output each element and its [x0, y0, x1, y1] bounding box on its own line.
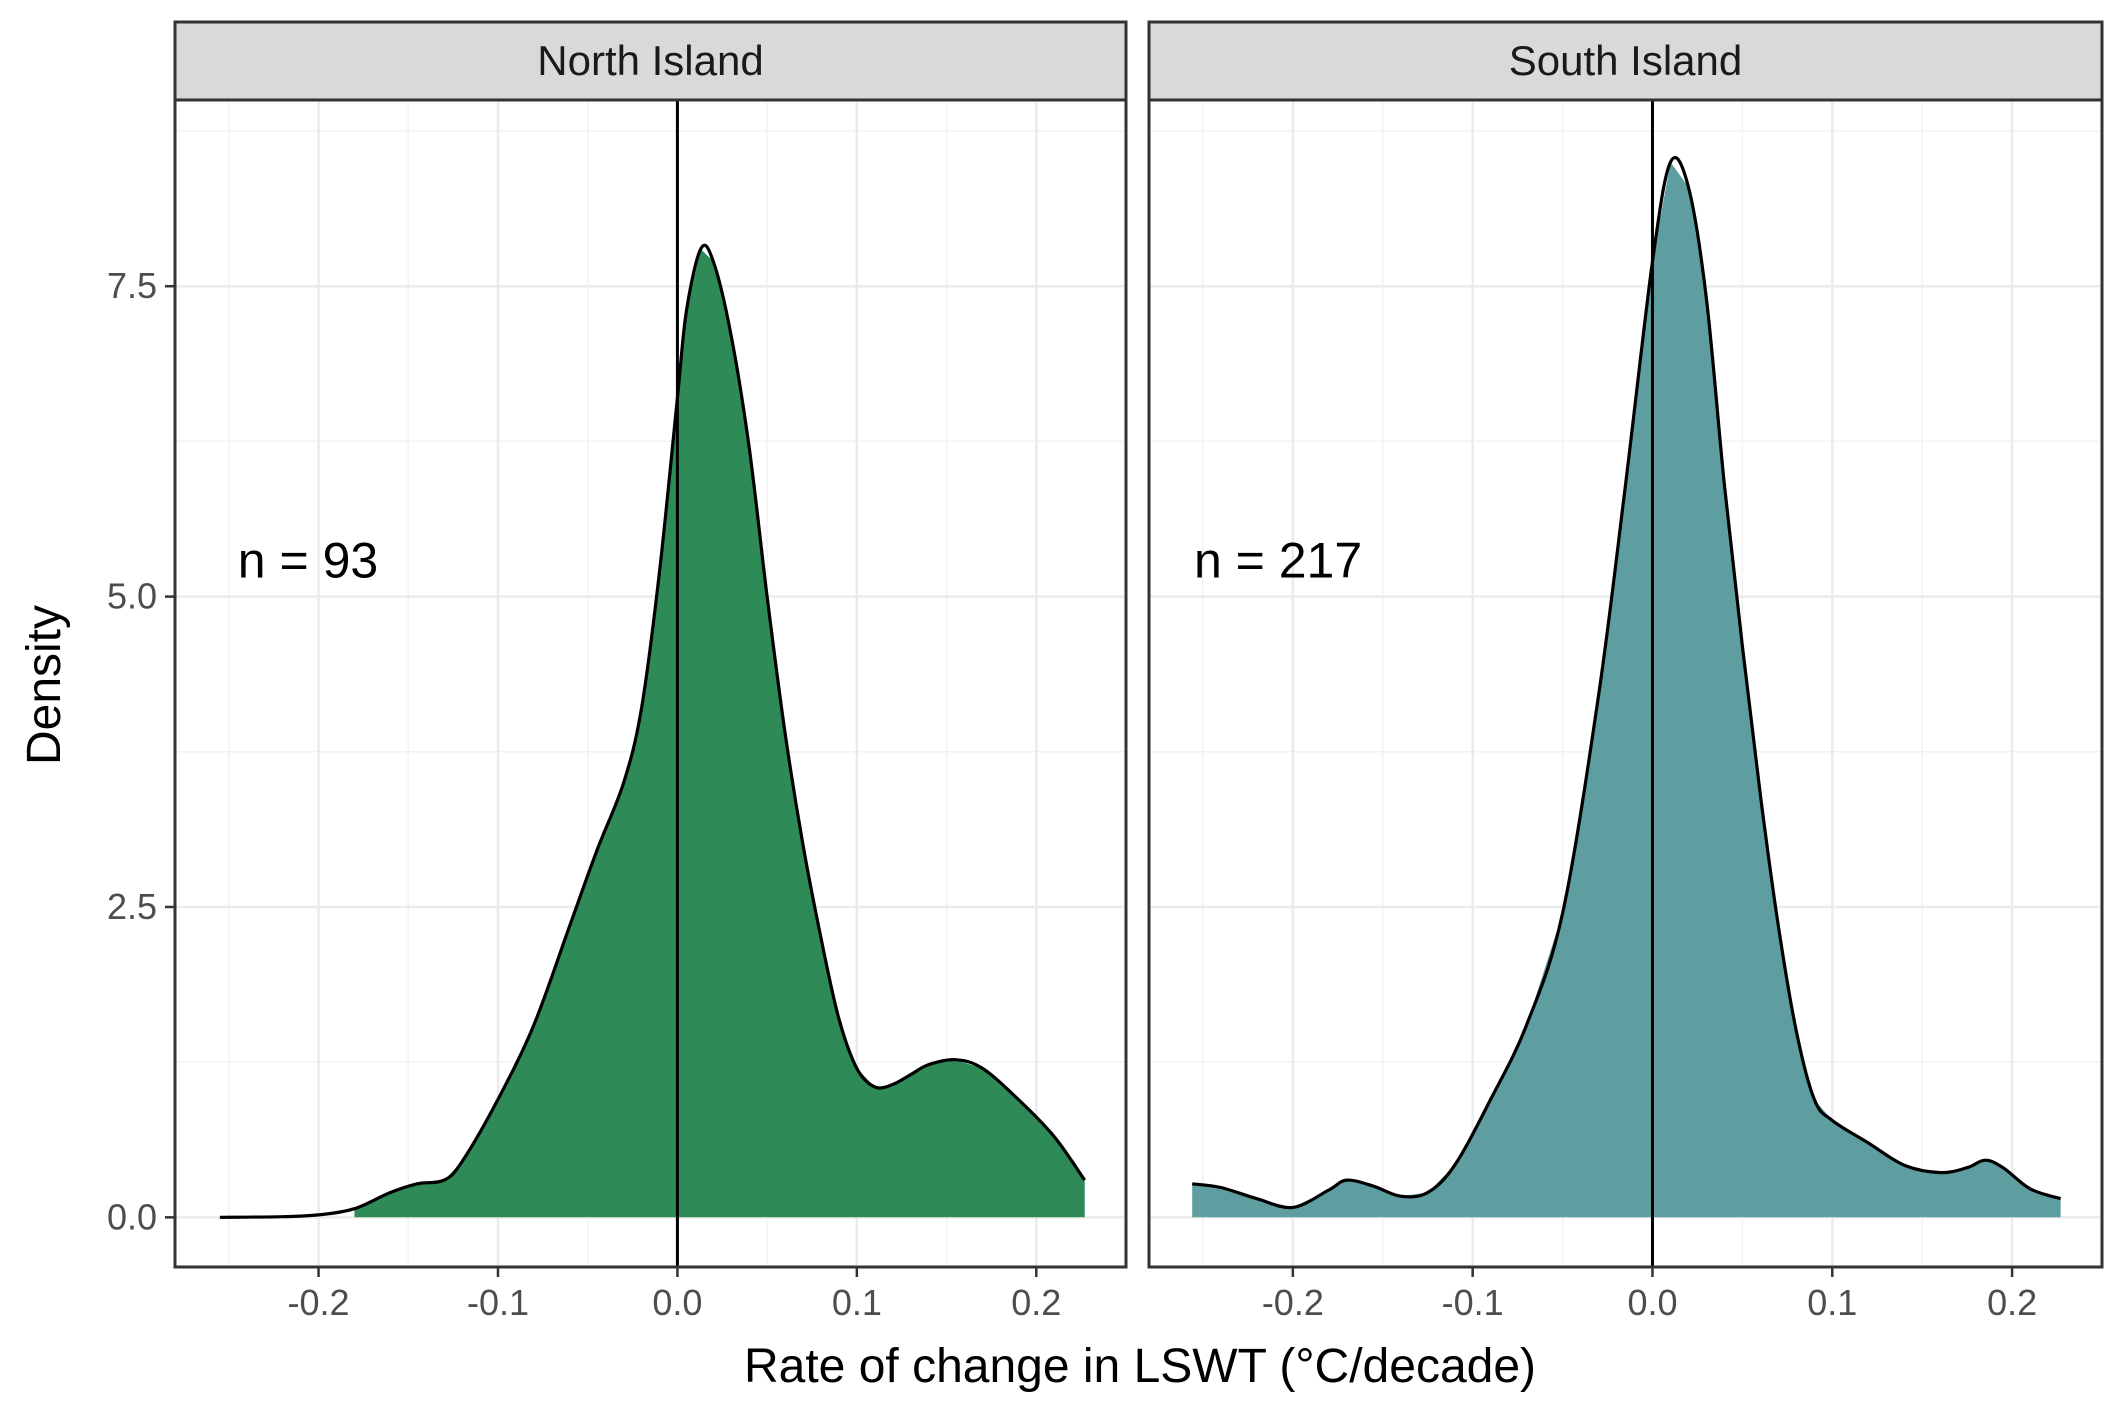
- density-fill: [1192, 162, 2061, 1218]
- y-axis-title: Density: [18, 605, 71, 765]
- x-tick-label: 0.0: [1627, 1282, 1677, 1323]
- x-tick-label: 0.2: [1987, 1282, 2037, 1323]
- density-fill: [354, 249, 1085, 1218]
- x-tick-label: 0.0: [652, 1282, 702, 1323]
- facet-strip-label: South Island: [1509, 37, 1743, 84]
- y-tick-label: 2.5: [107, 886, 157, 927]
- x-tick-label: 0.1: [1807, 1282, 1857, 1323]
- x-tick-label: -0.2: [1262, 1282, 1324, 1323]
- density-curve: [219, 243, 1087, 1219]
- x-tick-label: -0.1: [467, 1282, 529, 1323]
- sample-size-annotation: n = 93: [238, 532, 378, 588]
- x-tick-label: -0.2: [288, 1282, 350, 1323]
- panel-1: n = 93 North Island -0.2 -0.1 0.0 0.1 0.2 0.0 2.…: [107, 20, 1128, 1323]
- sample-size-annotation: n = 217: [1194, 532, 1362, 588]
- facet-strip-label: North Island: [537, 37, 763, 84]
- facet-strip: [1147, 20, 2104, 102]
- panels-group: n = 93 North Island -0.2 -0.1 0.0 0.1 0.2 0.0 2.…: [107, 20, 2104, 1323]
- x-tick-label: 0.1: [832, 1282, 882, 1323]
- x-axis-title: Rate of change in LSWT (°C/decade): [744, 1340, 1536, 1393]
- y-tick-label: 5.0: [107, 576, 157, 617]
- x-tick-label: 0.2: [1011, 1282, 1061, 1323]
- facet-strip: [173, 20, 1128, 102]
- density-curve: [1191, 155, 2062, 1210]
- panel-2: n = 217 South Island -0.2 -0.1 0.0 0.1 0.2: [1147, 20, 2104, 1323]
- y-tick-label: 7.5: [107, 265, 157, 306]
- y-tick-label: 0.0: [107, 1196, 157, 1237]
- x-tick-label: -0.1: [1442, 1282, 1504, 1323]
